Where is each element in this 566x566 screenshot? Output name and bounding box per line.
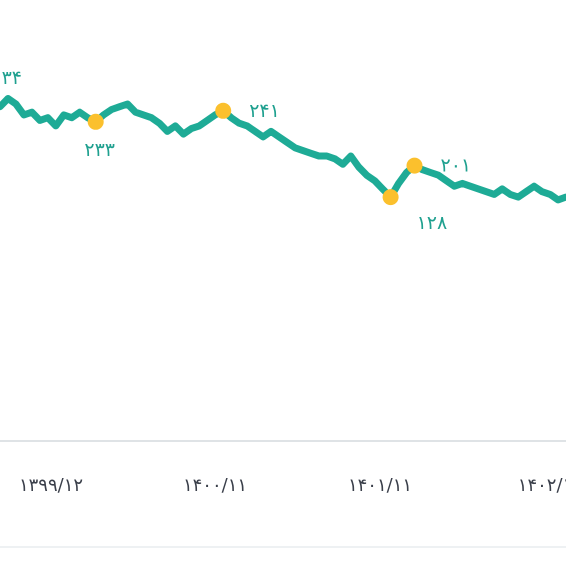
highlight-point: [215, 102, 232, 119]
bottom-divider: [0, 546, 566, 548]
x-axis-ticks: ۱۳۹۹/۱۲ ۱۴۰۰/۱۱ ۱۴۰۱/۱۱ ۱۴۰۲/۱: [19, 475, 566, 496]
highlight-point-label: ۱۲۸: [417, 212, 448, 234]
x-tick-label: ۱۴۰۲/۱: [518, 475, 566, 496]
highlight-point-label: ۲۴۱: [249, 100, 280, 122]
highlight-point: [382, 189, 399, 206]
x-tick-label: ۱۳۹۹/۱۲: [19, 475, 83, 496]
highlight-points-layer: ۲۳۳ ۲۴۱ ۱۲۸ ۲۰۱: [84, 100, 471, 234]
x-tick-label: ۱۴۰۰/۱۱: [183, 475, 247, 496]
highlight-point: [406, 157, 423, 174]
highlight-point-label: ۲۳۳: [84, 139, 115, 161]
highlight-point: [87, 113, 104, 130]
x-tick-label: ۱۴۰۱/۱۱: [348, 475, 412, 496]
highlight-point-label: ۲۰۱: [441, 155, 472, 177]
top-value-label: ۳۴: [2, 67, 22, 89]
